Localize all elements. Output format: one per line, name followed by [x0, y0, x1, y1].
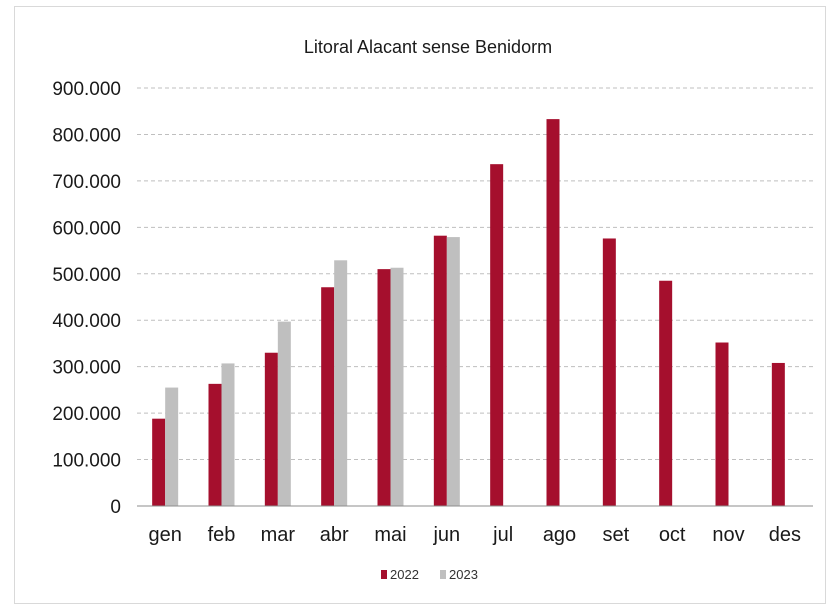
legend-label-2023: 2023 — [449, 567, 478, 582]
x-axis-ticks: gen feb mar abr mai jun jul ago set oct nov des — [148, 524, 800, 546]
y-tick-label: 0 — [110, 497, 121, 518]
x-tick-label: ago — [543, 524, 576, 546]
bar-2022-jun — [433, 235, 447, 506]
bars — [152, 119, 785, 507]
y-tick-label: 500.000 — [52, 265, 121, 286]
gridlines — [137, 87, 813, 461]
y-tick-label: 400.000 — [52, 311, 121, 332]
bar-2022-nov — [715, 342, 729, 506]
y-tick-label: 100.000 — [52, 451, 121, 472]
y-tick-label: 300.000 — [52, 358, 121, 379]
bar-2022-mar — [264, 352, 278, 506]
bar-chart: Litoral Alacant sense Benidorm 0 100.000 2… — [52, 37, 813, 582]
x-tick-label: des — [769, 524, 801, 546]
x-tick-label: oct — [659, 524, 686, 546]
legend-swatch-2022 — [381, 570, 387, 579]
bar-2022-abr — [321, 287, 335, 506]
bar-2022-oct — [659, 280, 673, 506]
legend-swatch-2023 — [440, 570, 446, 579]
y-tick-label: 800.000 — [52, 125, 121, 146]
x-tick-label: feb — [208, 524, 236, 546]
x-tick-label: mai — [374, 524, 406, 546]
bar-2022-feb — [208, 383, 222, 506]
y-tick-label: 700.000 — [52, 172, 121, 193]
y-tick-label: 200.000 — [52, 404, 121, 425]
bar-2023-feb — [221, 363, 235, 506]
x-tick-label: nov — [712, 524, 744, 546]
bar-2022-gen — [152, 418, 166, 506]
y-tick-label: 900.000 — [52, 79, 121, 100]
chart-title: Litoral Alacant sense Benidorm — [304, 37, 552, 57]
x-tick-label: gen — [148, 524, 181, 546]
x-tick-label: set — [602, 524, 629, 546]
bar-2023-mar — [277, 321, 291, 506]
legend-label-2022: 2022 — [390, 567, 419, 582]
bar-2022-des — [771, 362, 785, 506]
bar-2023-jun — [446, 237, 460, 506]
bar-2022-mai — [377, 269, 391, 506]
x-tick-label: jun — [432, 524, 460, 546]
bar-2023-abr — [334, 260, 348, 506]
bar-2022-ago — [546, 119, 560, 507]
bar-2022-jul — [490, 164, 504, 506]
bar-2023-mai — [390, 267, 404, 506]
x-tick-label: jul — [492, 524, 513, 546]
bar-2023-gen — [165, 387, 179, 506]
x-tick-label: abr — [320, 524, 349, 546]
legend: 2022 2023 — [381, 567, 478, 582]
bar-2022-set — [602, 238, 616, 507]
y-tick-label: 600.000 — [52, 218, 121, 239]
y-axis-ticks: 0 100.000 200.000 300.000 400.000 500.000 600.… — [52, 79, 121, 518]
chart-frame: Litoral Alacant sense Benidorm 0 100.000 2… — [14, 6, 826, 604]
x-tick-label: mar — [261, 524, 296, 546]
